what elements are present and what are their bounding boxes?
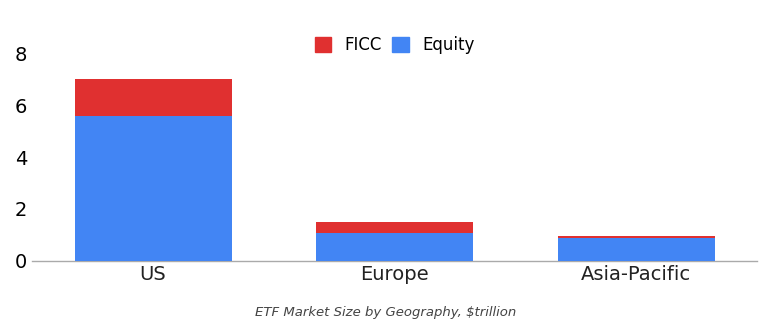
Bar bbox=[316, 233, 473, 260]
Bar bbox=[75, 116, 232, 260]
Bar bbox=[75, 80, 232, 116]
Bar bbox=[557, 238, 715, 260]
Legend: FICC, Equity: FICC, Equity bbox=[310, 31, 479, 59]
Bar bbox=[557, 236, 715, 238]
Text: ETF Market Size by Geography, $trillion: ETF Market Size by Geography, $trillion bbox=[256, 306, 516, 319]
Bar bbox=[316, 222, 473, 233]
